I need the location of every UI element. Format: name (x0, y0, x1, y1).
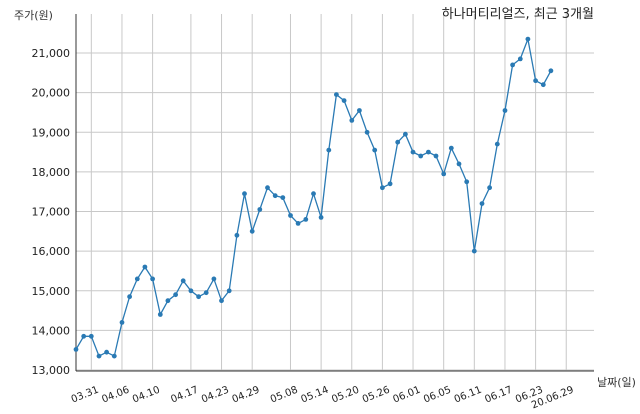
price-series-line (75, 36, 552, 358)
horizontal-grid (76, 52, 594, 371)
data-point (196, 294, 202, 300)
y-tick-labels: 13,000 14,000 15,000 16,000 17,000 18,000 19,0… (32, 47, 71, 377)
data-point (357, 108, 362, 113)
y-tick-label: 19,000 (32, 126, 71, 139)
price-series-points (73, 36, 554, 359)
x-tick-label: 04.17 (169, 385, 200, 406)
data-point (479, 201, 485, 207)
data-point (494, 141, 500, 147)
data-point (403, 131, 408, 137)
data-point (88, 333, 94, 339)
x-tick-label: 04.10 (131, 385, 162, 406)
x-tick-label: 06.17 (483, 385, 514, 406)
data-point (349, 118, 355, 123)
data-point (380, 185, 385, 191)
data-point (111, 353, 117, 359)
data-point (517, 56, 523, 62)
data-point (249, 228, 255, 234)
data-point (73, 347, 79, 352)
x-axis-label: 날짜(일) (597, 375, 636, 389)
y-tick-label: 17,000 (32, 206, 71, 219)
data-point (456, 161, 462, 167)
y-tick-label: 21,000 (32, 47, 71, 60)
data-point (211, 276, 217, 282)
x-tick-labels: 03.31 04.06 04.10 04.17 04.23 04.29 05.08 05.14… (70, 385, 576, 412)
y-tick-label: 18,000 (32, 166, 71, 179)
data-point (219, 298, 224, 304)
vertical-grid (90, 14, 567, 371)
data-point (471, 248, 477, 254)
data-point (257, 207, 263, 212)
y-tick-label: 20,000 (32, 87, 71, 100)
data-point (502, 108, 508, 113)
x-tick-label: 05.26 (361, 385, 392, 406)
data-point (510, 62, 515, 68)
x-tick-label: 04.23 (200, 385, 231, 406)
data-point (387, 181, 393, 187)
y-tick-label: 16,000 (32, 245, 71, 258)
data-point (134, 276, 140, 282)
data-point (540, 82, 546, 88)
data-point (448, 145, 454, 151)
y-axis-label: 주가(원) (14, 9, 53, 22)
data-point (150, 276, 156, 282)
data-point (311, 191, 316, 197)
data-point (157, 312, 163, 317)
x-tick-label: 03.31 (70, 385, 101, 406)
y-tick-label: 15,000 (32, 285, 71, 298)
x-tick-label: 05.08 (269, 385, 300, 406)
data-point (288, 213, 293, 218)
data-point (265, 185, 270, 191)
x-tick-label: 04.06 (100, 385, 131, 406)
chart-title: 하나머티리얼즈, 최근 3개월 (442, 7, 594, 22)
data-point (165, 298, 171, 304)
x-tick-label: 06.01 (391, 385, 422, 406)
x-tick-label: 05.20 (330, 385, 361, 406)
data-point (334, 92, 339, 97)
data-point (433, 153, 439, 159)
x-tick-label: 06.05 (422, 385, 453, 406)
data-point (203, 290, 209, 296)
data-point (234, 232, 240, 238)
data-point (487, 185, 492, 191)
data-point (533, 78, 538, 84)
data-point (326, 147, 332, 153)
data-point (173, 292, 179, 298)
data-point (441, 171, 447, 177)
data-point (142, 264, 148, 270)
data-point (372, 147, 378, 153)
y-tick-label: 13,000 (32, 364, 71, 377)
data-point (410, 149, 416, 155)
x-tick-label: 05.14 (300, 385, 331, 406)
x-tick-label: 04.29 (231, 385, 262, 406)
data-point (548, 68, 554, 74)
data-point (418, 153, 424, 159)
data-point (188, 288, 194, 294)
data-point (426, 149, 431, 155)
data-point (226, 288, 232, 294)
y-tick-label: 14,000 (32, 324, 71, 337)
data-point (341, 98, 347, 103)
data-point (242, 191, 247, 197)
data-point (464, 179, 470, 185)
data-point (104, 349, 109, 355)
data-point (280, 195, 286, 201)
data-point (81, 333, 87, 339)
data-point (318, 215, 324, 220)
x-tick-label: 06.11 (453, 385, 484, 406)
data-point (119, 320, 125, 325)
data-point (395, 139, 401, 145)
data-point (96, 353, 102, 359)
data-point (303, 217, 309, 222)
data-point (180, 278, 186, 284)
data-point (295, 221, 301, 226)
data-point (127, 294, 132, 300)
data-point (272, 193, 278, 199)
data-point (364, 129, 370, 135)
data-point (525, 36, 531, 42)
